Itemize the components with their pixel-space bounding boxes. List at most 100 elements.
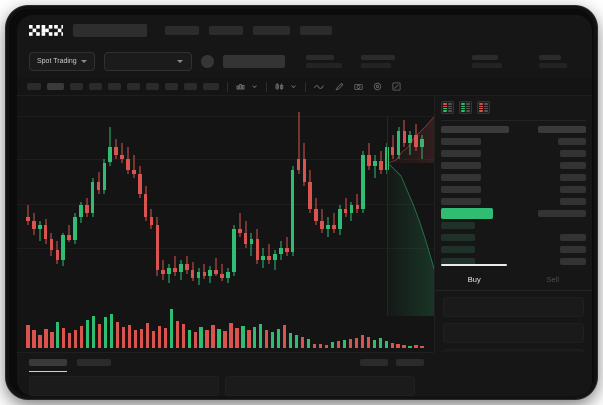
volume-bar	[26, 325, 30, 348]
fullscreen-icon[interactable]	[392, 82, 401, 91]
camera-snapshot-icon[interactable]	[354, 82, 363, 91]
price-chart[interactable]	[17, 96, 434, 352]
toolbar-chip-10[interactable]	[203, 83, 219, 90]
candle	[373, 104, 377, 299]
candle	[320, 104, 324, 299]
drawing-pencil-icon[interactable]	[335, 82, 344, 91]
orderbook-view-both-icon[interactable]	[441, 101, 454, 114]
orderbook-row[interactable]	[441, 197, 586, 205]
chevron-down-icon[interactable]	[290, 83, 297, 90]
volume-bar	[32, 330, 36, 348]
toolbar-chip-3[interactable]	[70, 83, 83, 90]
price-input[interactable]	[443, 297, 584, 317]
toolbar-chip-6[interactable]	[127, 83, 140, 90]
candle	[32, 104, 36, 299]
orderbook-row[interactable]	[441, 257, 586, 265]
candle	[326, 104, 330, 299]
bottom-action-1[interactable]	[360, 359, 388, 366]
tab-buy[interactable]: Buy	[435, 264, 514, 290]
nav-search-field[interactable]	[73, 23, 147, 37]
nav-item-2[interactable]	[209, 25, 243, 35]
stat-24h-volume	[538, 55, 567, 68]
volume-bar	[151, 331, 155, 348]
candle	[279, 104, 283, 299]
toolbar-chip-9[interactable]	[184, 83, 197, 90]
volume-bar	[229, 323, 233, 348]
volume-bar	[312, 343, 317, 348]
tab-open-orders[interactable]	[29, 359, 67, 372]
orderbook-row[interactable]	[441, 221, 586, 229]
nav-item-4[interactable]	[300, 25, 332, 35]
volume-bar	[390, 342, 394, 348]
tab-sell[interactable]: Sell	[514, 269, 593, 290]
okx-logo-icon[interactable]	[29, 24, 63, 36]
volume-bar	[223, 331, 227, 348]
settings-gear-icon[interactable]	[373, 82, 382, 91]
orderbook-row[interactable]	[441, 173, 586, 181]
orderbook-amount	[558, 137, 586, 145]
spread-row[interactable]	[441, 207, 586, 219]
candle	[96, 104, 101, 299]
volume-bar	[420, 346, 424, 348]
bottom-action-2[interactable]	[396, 359, 424, 366]
orderbook-rows	[435, 123, 592, 265]
trading-pair-select[interactable]	[103, 52, 192, 71]
toolbar-chip-5[interactable]	[108, 83, 121, 90]
volume-bar	[354, 338, 358, 348]
candle	[384, 104, 389, 299]
bottom-card-right[interactable]	[225, 376, 415, 396]
candle	[367, 104, 371, 299]
candle	[243, 104, 248, 299]
volume-bar	[199, 326, 203, 348]
bottom-card-left[interactable]	[29, 376, 219, 396]
candle	[249, 104, 254, 299]
toolbar-chip-7[interactable]	[146, 83, 159, 90]
orderbook-amount	[560, 257, 586, 265]
volume-bar	[145, 323, 150, 348]
candle	[102, 104, 107, 299]
gridline-2	[17, 204, 434, 205]
timeframe-icon[interactable]	[236, 82, 245, 91]
candle	[308, 104, 313, 299]
pair-name-label	[222, 55, 285, 68]
orderbook-row[interactable]	[441, 245, 586, 253]
bid-rows	[441, 221, 586, 265]
tab-order-history[interactable]	[77, 359, 111, 366]
candle	[190, 104, 195, 299]
candle	[314, 104, 318, 299]
orderbook-row[interactable]	[441, 233, 586, 241]
trading-mode-select[interactable]: Spot Trading	[29, 52, 95, 71]
orderbook-view-asks-icon[interactable]	[477, 101, 490, 114]
orderbook-price	[441, 197, 481, 205]
candle	[61, 104, 66, 299]
stat-value	[538, 55, 561, 60]
volume-bar	[342, 340, 347, 348]
orderbook-row[interactable]	[441, 161, 586, 169]
orderbook-row[interactable]	[441, 149, 586, 157]
orderbook-price	[441, 245, 475, 253]
nav-item-3[interactable]	[253, 25, 290, 35]
volume-bar	[80, 326, 84, 348]
candle	[290, 104, 295, 299]
orderbook-view-bids-icon[interactable]	[459, 101, 472, 114]
candle	[114, 104, 118, 299]
orderbook-row[interactable]	[441, 137, 586, 145]
candle-type-icon[interactable]	[275, 82, 284, 91]
nav-item-1[interactable]	[165, 25, 199, 35]
orderbook-amount	[560, 161, 586, 169]
volume-bar	[127, 325, 132, 348]
indicator-line-icon[interactable]	[314, 82, 325, 91]
candle	[343, 104, 348, 299]
orders-actions	[360, 359, 424, 366]
toolbar-chip-1[interactable]	[27, 83, 41, 90]
toolbar-chip-8[interactable]	[165, 83, 178, 90]
orderbook-row[interactable]	[441, 185, 586, 193]
orderbook-price	[441, 173, 481, 181]
chevron-down-icon[interactable]	[251, 83, 258, 90]
volume-bar	[330, 341, 335, 348]
toolbar-chip-2[interactable]	[47, 83, 64, 90]
gridline-3	[17, 248, 434, 249]
candle	[355, 104, 360, 299]
amount-input[interactable]	[443, 323, 584, 343]
toolbar-chip-4[interactable]	[89, 83, 102, 90]
